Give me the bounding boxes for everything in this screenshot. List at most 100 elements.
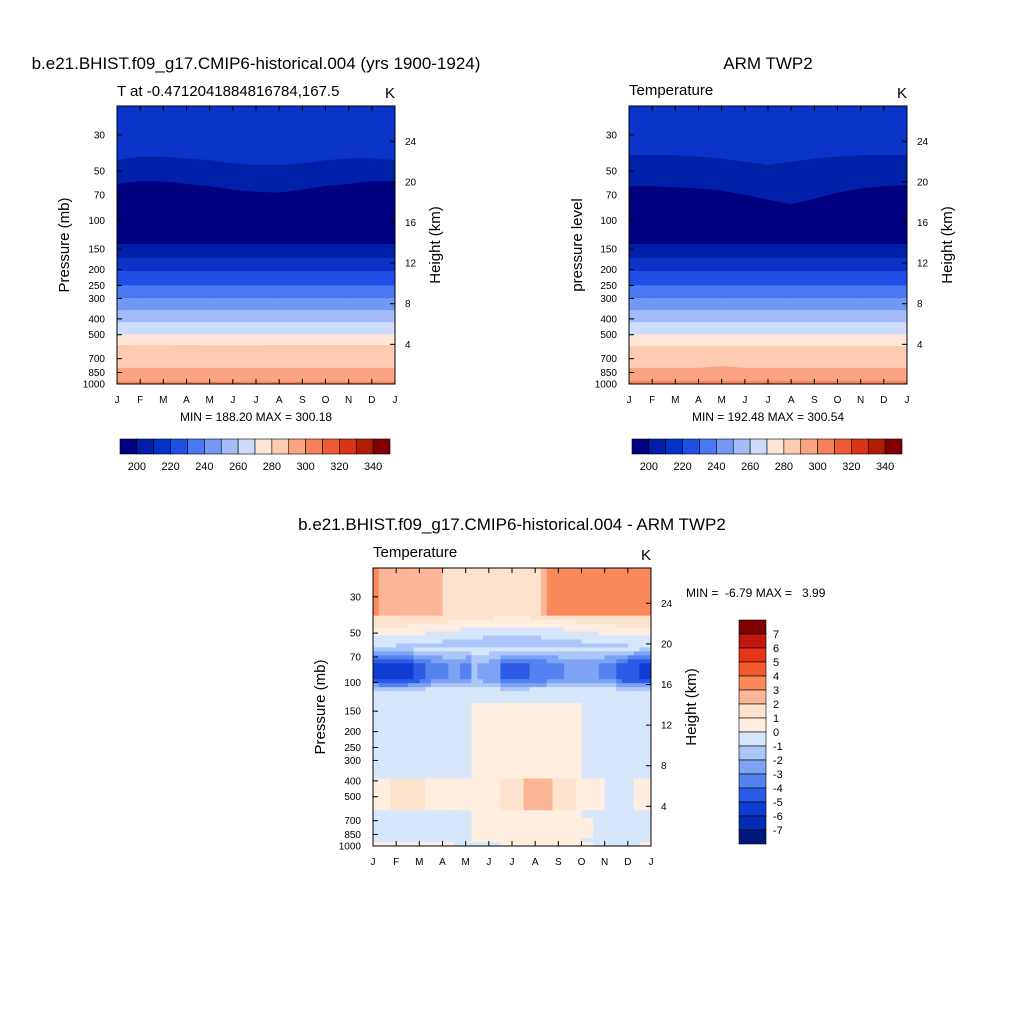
diff-cell bbox=[627, 766, 635, 771]
diff-cell bbox=[407, 595, 414, 601]
x-tick-label: J bbox=[905, 395, 910, 406]
diff-cell bbox=[373, 714, 380, 720]
diff-cell bbox=[622, 734, 629, 740]
diff-cell bbox=[413, 786, 420, 791]
diff-cell bbox=[558, 703, 565, 708]
diff-cell bbox=[494, 627, 501, 632]
diff-cell bbox=[483, 568, 490, 573]
diff-cell bbox=[448, 778, 455, 783]
diff-cell bbox=[569, 730, 577, 736]
diff-cell bbox=[540, 726, 548, 732]
diff-cell bbox=[564, 631, 571, 636]
diff-cell bbox=[645, 583, 652, 589]
diff-cell bbox=[523, 655, 530, 660]
diff-cell bbox=[593, 659, 600, 664]
diff-cell bbox=[436, 754, 443, 760]
diff-cell bbox=[465, 766, 472, 771]
diff-cell bbox=[558, 742, 565, 748]
diff-cell bbox=[593, 691, 600, 696]
diff-cell bbox=[627, 623, 635, 628]
diff-cell bbox=[581, 762, 588, 767]
diff-cell bbox=[436, 790, 443, 795]
contour-band bbox=[116, 344, 396, 369]
diff-cell bbox=[645, 623, 652, 628]
x-tick-label: J bbox=[627, 395, 632, 406]
diff-cell bbox=[419, 667, 426, 672]
diff-cell bbox=[604, 671, 611, 676]
diff-cell bbox=[575, 635, 582, 640]
diff-cell bbox=[622, 730, 629, 736]
diff-cell bbox=[471, 607, 478, 613]
diff-cell bbox=[419, 595, 426, 601]
diff-cell bbox=[390, 659, 397, 664]
diff-cell bbox=[407, 707, 414, 712]
diff-cell bbox=[581, 822, 588, 827]
diff-cell bbox=[500, 683, 507, 688]
diff-cell bbox=[598, 778, 606, 783]
diff-cell bbox=[413, 571, 420, 577]
diff-cell bbox=[465, 734, 472, 740]
diff-cell bbox=[645, 806, 652, 811]
diff-cell bbox=[488, 810, 496, 815]
diff-cell bbox=[471, 687, 478, 692]
diff-cell bbox=[477, 842, 484, 847]
diff-cell bbox=[500, 746, 507, 752]
diff-cell bbox=[558, 587, 565, 593]
diff-cell bbox=[506, 718, 513, 724]
diff-cell bbox=[442, 651, 449, 656]
diff-cell bbox=[448, 568, 455, 573]
diff-cell bbox=[436, 762, 443, 767]
diff-cell bbox=[598, 794, 606, 799]
diff-cell bbox=[425, 619, 432, 624]
diff-cell bbox=[459, 615, 467, 621]
diff-cell bbox=[639, 611, 646, 617]
diff-cell bbox=[616, 802, 623, 807]
diff-cell bbox=[401, 830, 409, 835]
diff-cell bbox=[587, 802, 594, 807]
diff-cell bbox=[512, 623, 519, 628]
diff-cell bbox=[413, 838, 420, 843]
diff-cell bbox=[506, 611, 513, 617]
diff-cell bbox=[604, 575, 611, 581]
diff-cell bbox=[546, 599, 553, 605]
diff-cell bbox=[448, 722, 455, 728]
diff-cell bbox=[396, 710, 403, 716]
diff-cell bbox=[494, 770, 501, 775]
diff-cell bbox=[448, 746, 455, 752]
diff-cell bbox=[593, 838, 600, 843]
diff-cell bbox=[523, 615, 530, 621]
diff-cell bbox=[569, 782, 577, 787]
diff-cell bbox=[604, 631, 611, 636]
diff-cell bbox=[436, 714, 443, 720]
y-tick-label: 300 bbox=[88, 294, 105, 305]
diff-cell bbox=[425, 762, 432, 767]
diff-cell bbox=[430, 647, 438, 652]
diff-cell bbox=[512, 667, 519, 672]
diff-cell bbox=[622, 754, 629, 760]
diff-cell bbox=[459, 579, 467, 585]
diff-cell bbox=[598, 699, 606, 704]
diff-cell bbox=[581, 611, 588, 617]
diff-cell bbox=[419, 770, 426, 775]
diff-cell bbox=[627, 782, 635, 787]
diff-cell bbox=[454, 607, 461, 613]
diff-cell bbox=[598, 798, 606, 803]
diff-cell bbox=[419, 619, 426, 624]
diff-cell bbox=[645, 691, 652, 696]
diff-cell bbox=[459, 794, 467, 799]
y-right-tick-label: 12 bbox=[917, 259, 929, 270]
diff-cell bbox=[535, 726, 542, 732]
colorbar-swatch bbox=[783, 438, 802, 455]
diff-cell bbox=[373, 822, 380, 827]
diff-cell bbox=[569, 579, 577, 585]
diff-cell bbox=[622, 826, 629, 831]
diff-cell bbox=[378, 643, 385, 648]
diff-cell bbox=[465, 730, 472, 736]
diff-cell bbox=[575, 842, 582, 847]
diff-cell bbox=[529, 595, 536, 601]
diff-cell bbox=[459, 671, 467, 676]
diff-cell bbox=[436, 726, 443, 732]
diff-cell bbox=[494, 651, 501, 656]
diff-cell bbox=[575, 619, 582, 624]
diff-cell bbox=[477, 595, 484, 601]
